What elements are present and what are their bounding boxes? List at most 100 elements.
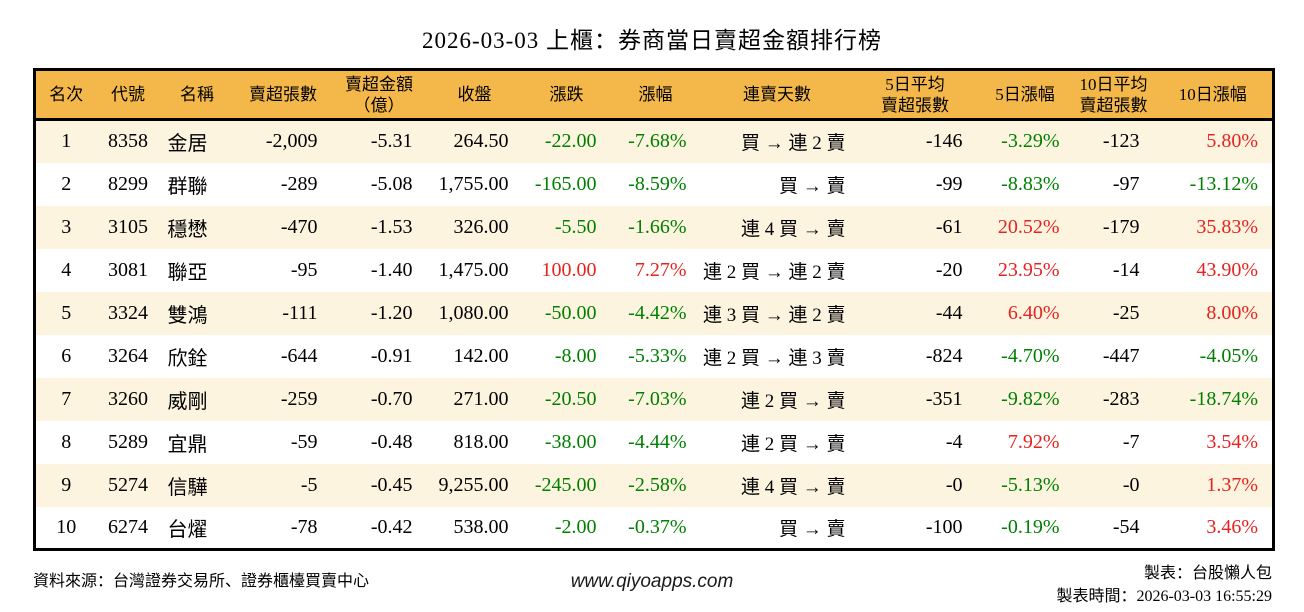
cell-net-sell-lots: -2,009 bbox=[265, 130, 318, 153]
cell-avg10-lots: -447 bbox=[1102, 344, 1140, 367]
cell-change: -50.00 bbox=[544, 301, 597, 324]
cell-net-sell-lots: -289 bbox=[280, 172, 318, 195]
cell-net-sell-lots: -644 bbox=[280, 344, 318, 367]
cell-name: 群聯 bbox=[167, 175, 208, 198]
cell-pct10: 8.00% bbox=[1206, 301, 1258, 324]
cell-avg10-lots: -123 bbox=[1102, 130, 1140, 153]
column-header-avg5-lots: 5日平均 賣超張數 bbox=[853, 69, 977, 121]
cell-avg5-lots: -146 bbox=[925, 130, 963, 153]
cell-change-pct: -7.03% bbox=[628, 387, 687, 410]
cell-rank: 1 bbox=[61, 130, 72, 153]
cell-pct5: -8.83% bbox=[1001, 172, 1060, 195]
column-header-avg10-lots: 10日平均 賣超張數 bbox=[1073, 69, 1154, 121]
cell-avg10-lots: -179 bbox=[1102, 215, 1140, 238]
cell-net-sell-amount: -1.40 bbox=[370, 258, 413, 281]
table-row: 9 5274 信驊 -5 -0.45 9,255.00 -245.00 -2.58% 連 4 買… bbox=[34, 463, 1274, 507]
cell-close: 1,755.00 bbox=[438, 172, 509, 195]
cell-code: 3260 bbox=[108, 387, 148, 410]
ranking-table: 名次 代號 名稱 賣超張數 賣超金額 （億） 收盤 漲跌 漲幅 連賣天數 5日平均 賣超張數 5日漲幅 1… bbox=[33, 68, 1275, 551]
cell-net-sell-amount: -5.08 bbox=[370, 172, 413, 195]
cell-code: 8299 bbox=[108, 172, 148, 195]
column-header-change-pct: 漲幅 bbox=[610, 69, 701, 121]
cell-pct10: 1.37% bbox=[1206, 473, 1258, 496]
cell-net-sell-lots: -5 bbox=[300, 473, 318, 496]
table-row: 5 3324 雙鴻 -111 -1.20 1,080.00 -50.00 -4.42% 連 3 … bbox=[34, 291, 1274, 335]
credits: 製表：台股懶人包 製表時間：2026-03-03 16:55:29 bbox=[1056, 562, 1272, 608]
cell-avg10-lots: -14 bbox=[1112, 258, 1140, 281]
cell-streak: 買 → 連 2 賣 bbox=[740, 133, 846, 155]
cell-rank: 4 bbox=[61, 258, 72, 281]
cell-rank: 8 bbox=[61, 430, 72, 453]
cell-avg10-lots: -97 bbox=[1112, 172, 1140, 195]
column-header-code: 代號 bbox=[96, 69, 160, 121]
cell-avg10-lots: -283 bbox=[1102, 387, 1140, 410]
cell-streak: 買 → 賣 bbox=[778, 518, 846, 540]
cell-close: 142.00 bbox=[453, 344, 509, 367]
cell-net-sell-amount: -0.45 bbox=[370, 473, 413, 496]
cell-avg10-lots: -54 bbox=[1112, 515, 1140, 538]
cell-avg10-lots: -7 bbox=[1122, 430, 1140, 453]
cell-change: -165.00 bbox=[534, 172, 597, 195]
cell-rank: 6 bbox=[61, 344, 72, 367]
cell-pct5: -0.19% bbox=[1001, 515, 1060, 538]
cell-pct10: -18.74% bbox=[1189, 387, 1258, 410]
cell-code: 3081 bbox=[108, 258, 148, 281]
cell-pct10: -13.12% bbox=[1189, 172, 1258, 195]
cell-avg5-lots: -824 bbox=[925, 344, 963, 367]
table-row: 10 6274 台燿 -78 -0.42 538.00 -2.00 -0.37% 買 → 賣 -1… bbox=[34, 506, 1274, 550]
cell-change: -38.00 bbox=[544, 430, 597, 453]
column-header-pct5: 5日漲幅 bbox=[976, 69, 1074, 121]
cell-rank: 9 bbox=[61, 473, 72, 496]
cell-name: 信驊 bbox=[167, 476, 208, 499]
table-row: 3 3105 穩懋 -470 -1.53 326.00 -5.50 -1.66% 連 4 買 →… bbox=[34, 205, 1274, 249]
cell-net-sell-amount: -0.42 bbox=[370, 515, 413, 538]
cell-avg5-lots: -44 bbox=[935, 301, 963, 324]
cell-pct5: 23.95% bbox=[997, 258, 1060, 281]
cell-close: 271.00 bbox=[453, 387, 509, 410]
cell-change-pct: -7.68% bbox=[628, 130, 687, 153]
cell-close: 1,080.00 bbox=[438, 301, 509, 324]
cell-net-sell-lots: -59 bbox=[290, 430, 318, 453]
cell-pct10: 5.80% bbox=[1206, 130, 1258, 153]
cell-name: 威剛 bbox=[167, 390, 208, 413]
column-header-name: 名稱 bbox=[159, 69, 235, 121]
cell-change: -22.00 bbox=[544, 130, 597, 153]
cell-change-pct: -4.42% bbox=[628, 301, 687, 324]
cell-rank: 3 bbox=[61, 215, 72, 238]
cell-avg5-lots: -100 bbox=[925, 515, 963, 538]
cell-streak: 連 4 買 → 賣 bbox=[740, 218, 846, 240]
report-title: 2026-03-03 上櫃：券商當日賣超金額排行榜 bbox=[421, 28, 883, 53]
table-row: 7 3260 威剛 -259 -0.70 271.00 -20.50 -7.03% 連 2 買 … bbox=[34, 377, 1274, 421]
cell-avg5-lots: -4 bbox=[945, 430, 963, 453]
cell-net-sell-amount: -1.20 bbox=[370, 301, 413, 324]
cell-avg5-lots: -99 bbox=[935, 172, 963, 195]
cell-code: 5274 bbox=[108, 473, 148, 496]
cell-avg10-lots: -25 bbox=[1112, 301, 1140, 324]
cell-close: 326.00 bbox=[453, 215, 509, 238]
table-row: 2 8299 群聯 -289 -5.08 1,755.00 -165.00 -8.59% 買 →… bbox=[34, 162, 1274, 206]
table-row: 8 5289 宜鼎 -59 -0.48 818.00 -38.00 -4.44% 連 2 買 →… bbox=[34, 420, 1274, 464]
cell-net-sell-amount: -0.70 bbox=[370, 387, 413, 410]
cell-avg5-lots: -61 bbox=[935, 215, 963, 238]
cell-net-sell-amount: -0.91 bbox=[370, 344, 413, 367]
cell-code: 6274 bbox=[108, 515, 148, 538]
cell-streak: 連 2 買 → 連 2 賣 bbox=[702, 261, 846, 283]
cell-net-sell-amount: -0.48 bbox=[370, 430, 413, 453]
cell-code: 3105 bbox=[108, 215, 148, 238]
cell-change: -20.50 bbox=[544, 387, 597, 410]
cell-name: 金居 bbox=[167, 133, 208, 156]
column-header-pct10: 10日漲幅 bbox=[1153, 69, 1274, 121]
cell-pct5: 6.40% bbox=[1007, 301, 1060, 324]
cell-pct10: -4.05% bbox=[1199, 344, 1258, 367]
column-header-net-sell-lots: 賣超張數 bbox=[234, 69, 332, 121]
cell-name: 穩懋 bbox=[167, 218, 208, 241]
cell-change-pct: -1.66% bbox=[628, 215, 687, 238]
cell-avg10-lots: -0 bbox=[1122, 473, 1140, 496]
column-header-streak: 連賣天數 bbox=[700, 69, 854, 121]
cell-name: 宜鼎 bbox=[167, 433, 208, 456]
cell-pct5: -9.82% bbox=[1001, 387, 1060, 410]
data-source-note: 資料來源：台灣證券交易所、證券櫃檯買賣中心 bbox=[33, 573, 370, 590]
cell-net-sell-lots: -470 bbox=[280, 215, 318, 238]
cell-rank: 2 bbox=[61, 172, 72, 195]
cell-pct10: 35.83% bbox=[1196, 215, 1258, 238]
